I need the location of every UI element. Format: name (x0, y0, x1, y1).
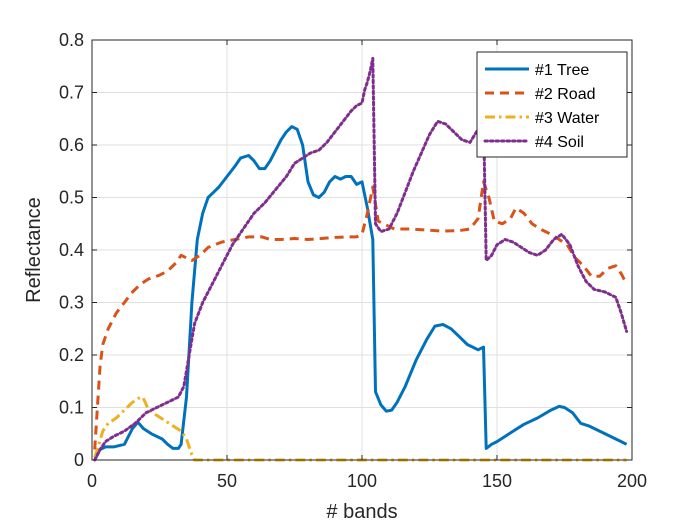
x-tick-label: 0 (87, 471, 97, 491)
y-tick-label: 0.8 (59, 30, 84, 50)
y-tick-label: 0.5 (59, 188, 84, 208)
ticks: 0 50 100 150 200 0 0.1 0.2 0.3 0.4 0.5 0.6 0.7 0.8 (59, 30, 647, 491)
y-tick-label: 0.7 (59, 83, 84, 103)
y-tick-label: 0.6 (59, 135, 84, 155)
x-tick-label: 100 (347, 471, 377, 491)
legend-label: #2 Road (535, 86, 596, 103)
legend-label: #1 Tree (535, 62, 589, 79)
y-tick-label: 0.3 (59, 293, 84, 313)
series-line-4 (93, 56, 629, 462)
series-line-1 (93, 125, 628, 461)
x-axis-label: # bands (326, 501, 397, 523)
y-tick-label: 0.4 (59, 240, 84, 260)
x-tick-label: 200 (617, 471, 647, 491)
legend: #1 Tree #2 Road #3 Water #4 Soil (476, 51, 628, 158)
legend-label: #3 Water (535, 110, 600, 127)
y-axis-label: Reflectance (23, 197, 45, 303)
x-tick-label: 150 (482, 471, 512, 491)
y-tick-label: 0 (74, 450, 84, 470)
series-line-2 (93, 180, 628, 450)
y-tick-label: 0.2 (59, 345, 84, 365)
series-lines (93, 56, 629, 462)
legend-label: #4 Soil (535, 134, 584, 151)
y-tick-label: 0.1 (59, 398, 84, 418)
x-tick-label: 50 (217, 471, 237, 491)
